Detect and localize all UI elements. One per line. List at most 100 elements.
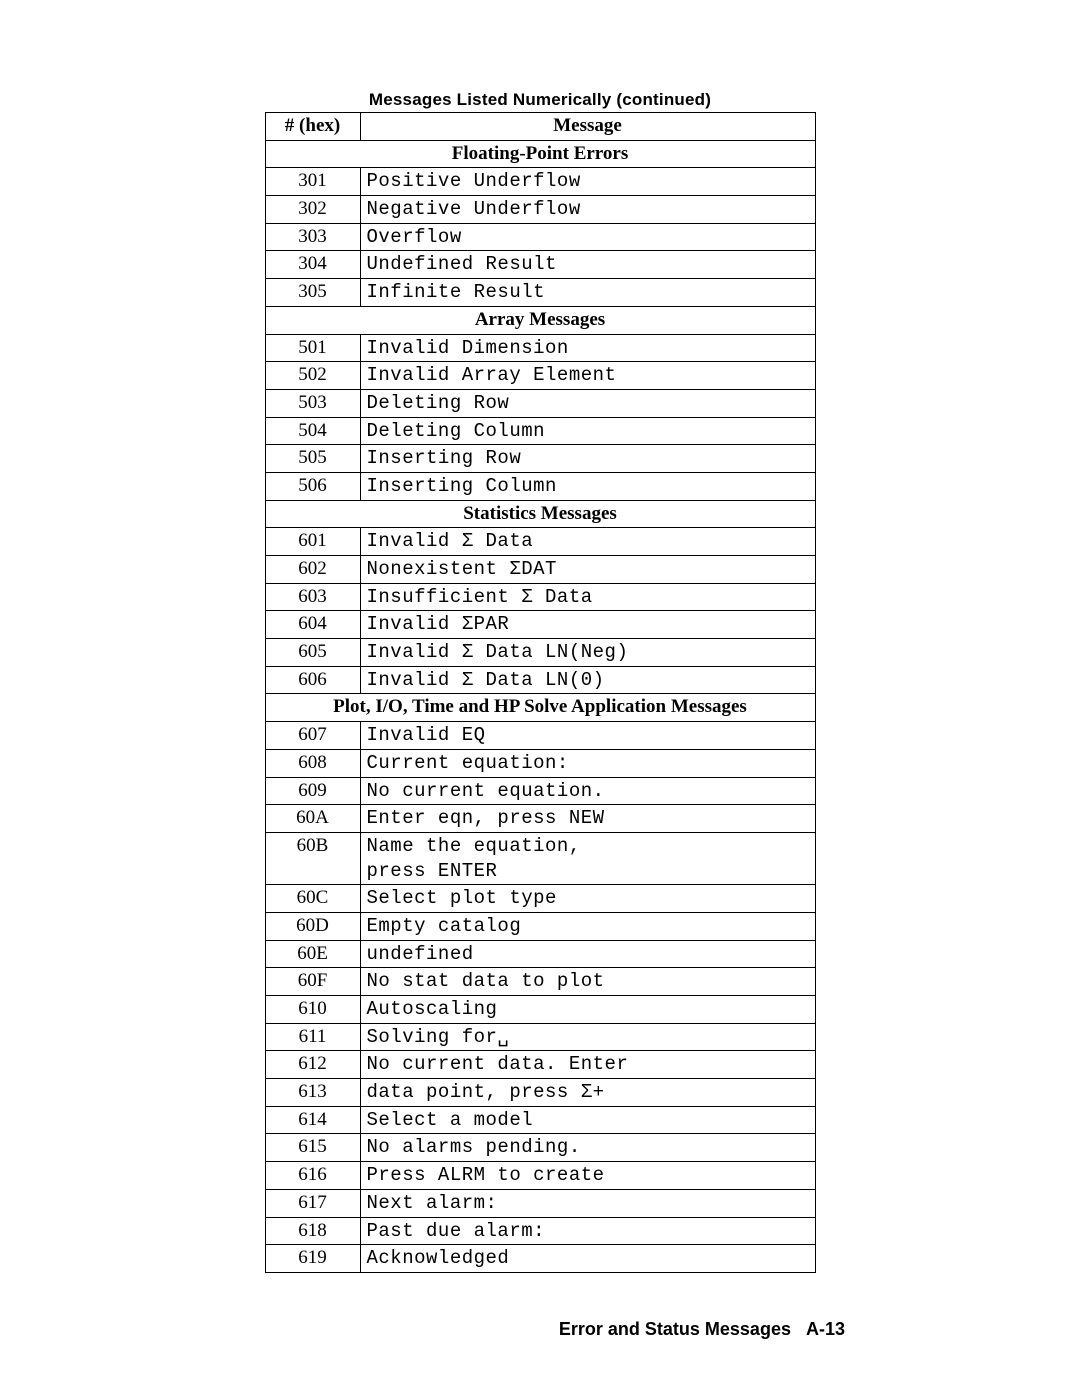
table-row: 60FNo stat data to plot [265, 968, 815, 996]
section-header: Plot, I/O, Time and HP Solve Application… [265, 694, 815, 722]
table-row: 615No alarms pending. [265, 1134, 815, 1162]
code-cell: 619 [265, 1245, 360, 1273]
table-header-row: # (hex) Message [265, 113, 815, 141]
code-cell: 304 [265, 251, 360, 279]
code-cell: 614 [265, 1106, 360, 1134]
footer-page: A-13 [806, 1319, 845, 1339]
message-cell: Invalid Σ Data LN(0) [360, 666, 815, 694]
message-cell: Invalid Σ Data [360, 528, 815, 556]
code-cell: 305 [265, 279, 360, 307]
message-cell: Inserting Row [360, 445, 815, 473]
code-cell: 617 [265, 1189, 360, 1217]
message-cell: Solving for␣ [360, 1023, 815, 1051]
code-cell: 603 [265, 583, 360, 611]
table-row: 504Deleting Column [265, 417, 815, 445]
message-cell: data point, press Σ+ [360, 1079, 815, 1107]
document-page: Messages Listed Numerically (continued) … [0, 0, 1080, 1380]
table-row: 505Inserting Row [265, 445, 815, 473]
message-cell: Invalid Dimension [360, 334, 815, 362]
table-row: 606Invalid Σ Data LN(0) [265, 666, 815, 694]
table-row: 305Infinite Result [265, 279, 815, 307]
code-cell: 501 [265, 334, 360, 362]
table-row: 301Positive Underflow [265, 168, 815, 196]
table-row: 501Invalid Dimension [265, 334, 815, 362]
table-row: 60Eundefined [265, 940, 815, 968]
table-row: 60CSelect plot type [265, 885, 815, 913]
code-cell: 610 [265, 996, 360, 1024]
message-cell: Invalid ΣPAR [360, 611, 815, 639]
code-cell: 612 [265, 1051, 360, 1079]
code-cell: 505 [265, 445, 360, 473]
footer-section: Error and Status Messages [559, 1319, 791, 1339]
code-cell: 60A [265, 805, 360, 833]
code-cell: 60E [265, 940, 360, 968]
section-header: Statistics Messages [265, 500, 815, 528]
code-cell: 609 [265, 777, 360, 805]
message-cell: Select a model [360, 1106, 815, 1134]
message-cell: Autoscaling [360, 996, 815, 1024]
table-row: 60DEmpty catalog [265, 912, 815, 940]
table-title: Messages Listed Numerically (continued) [0, 90, 1080, 110]
section-header-row: Floating-Point Errors [265, 140, 815, 168]
code-cell: 602 [265, 556, 360, 584]
message-cell: Insufficient Σ Data [360, 583, 815, 611]
section-header: Floating-Point Errors [265, 140, 815, 168]
message-cell: Name the equation, press ENTER [360, 832, 815, 884]
code-cell: 608 [265, 749, 360, 777]
table-row: 602Nonexistent ΣDAT [265, 556, 815, 584]
table-row: 60AEnter eqn, press NEW [265, 805, 815, 833]
code-cell: 601 [265, 528, 360, 556]
table-row: 614Select a model [265, 1106, 815, 1134]
message-cell: Deleting Column [360, 417, 815, 445]
code-cell: 605 [265, 639, 360, 667]
message-cell: undefined [360, 940, 815, 968]
code-cell: 60D [265, 912, 360, 940]
message-cell: Nonexistent ΣDAT [360, 556, 815, 584]
table-row: 302Negative Underflow [265, 196, 815, 224]
table-row: 304Undefined Result [265, 251, 815, 279]
message-cell: Negative Underflow [360, 196, 815, 224]
table-row: 608Current equation: [265, 749, 815, 777]
code-cell: 607 [265, 722, 360, 750]
message-cell: No alarms pending. [360, 1134, 815, 1162]
table-row: 611Solving for␣ [265, 1023, 815, 1051]
table-row: 502Invalid Array Element [265, 362, 815, 390]
message-cell: No current equation. [360, 777, 815, 805]
table-row: 613data point, press Σ+ [265, 1079, 815, 1107]
message-cell: Infinite Result [360, 279, 815, 307]
message-cell: Overflow [360, 223, 815, 251]
code-cell: 503 [265, 389, 360, 417]
table-row: 603Insufficient Σ Data [265, 583, 815, 611]
code-cell: 606 [265, 666, 360, 694]
col-header-message: Message [360, 113, 815, 141]
message-cell: Invalid Array Element [360, 362, 815, 390]
message-cell: Undefined Result [360, 251, 815, 279]
code-cell: 502 [265, 362, 360, 390]
message-cell: Enter eqn, press NEW [360, 805, 815, 833]
table-row: 609No current equation. [265, 777, 815, 805]
table-row: 303Overflow [265, 223, 815, 251]
message-cell: Select plot type [360, 885, 815, 913]
message-cell: Positive Underflow [360, 168, 815, 196]
code-cell: 618 [265, 1217, 360, 1245]
code-cell: 60C [265, 885, 360, 913]
code-cell: 302 [265, 196, 360, 224]
message-cell: Past due alarm: [360, 1217, 815, 1245]
code-cell: 60F [265, 968, 360, 996]
message-cell: Inserting Column [360, 472, 815, 500]
page-footer: Error and Status Messages A-13 [0, 1319, 1080, 1340]
code-cell: 613 [265, 1079, 360, 1107]
message-cell: No stat data to plot [360, 968, 815, 996]
messages-table: # (hex) Message Floating-Point Errors301… [265, 112, 816, 1273]
table-row: 601Invalid Σ Data [265, 528, 815, 556]
message-cell: Current equation: [360, 749, 815, 777]
message-cell: Press ALRM to create [360, 1162, 815, 1190]
message-cell: No current data. Enter [360, 1051, 815, 1079]
table-row: 604Invalid ΣPAR [265, 611, 815, 639]
message-cell: Empty catalog [360, 912, 815, 940]
code-cell: 504 [265, 417, 360, 445]
code-cell: 60B [265, 832, 360, 884]
table-row: 617Next alarm: [265, 1189, 815, 1217]
section-header-row: Plot, I/O, Time and HP Solve Application… [265, 694, 815, 722]
message-cell: Invalid EQ [360, 722, 815, 750]
